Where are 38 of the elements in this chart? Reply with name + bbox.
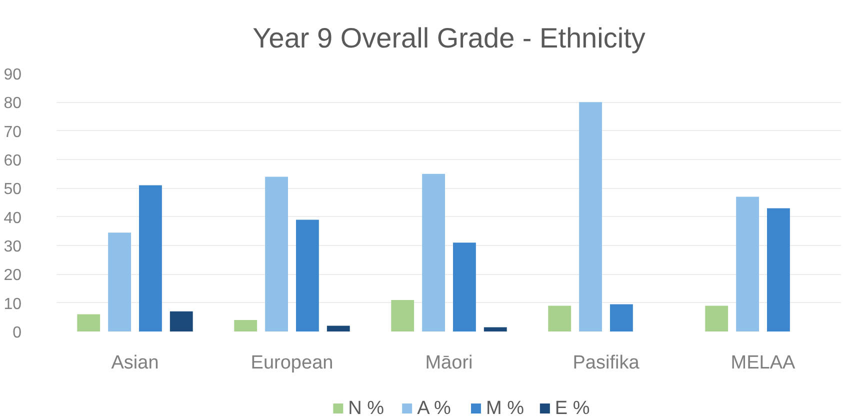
legend-label: M %: [486, 398, 524, 419]
bar: [736, 196, 759, 332]
bar: [139, 185, 162, 332]
y-tick-label: 30: [4, 238, 22, 256]
x-tick-label: European: [250, 352, 334, 374]
bar: [548, 306, 572, 332]
bar: [391, 300, 414, 332]
y-tick-label: 90: [4, 66, 22, 84]
legend-label: A %: [417, 398, 451, 419]
y-tick-label: 60: [4, 152, 22, 170]
y-tick-label: 70: [4, 124, 22, 141]
bar: [170, 311, 193, 332]
bar: [77, 314, 100, 332]
bar: [422, 174, 445, 332]
bar: [108, 232, 131, 332]
x-tick-label: Māori: [425, 352, 473, 374]
bar: [767, 208, 790, 332]
y-tick-label: 50: [4, 181, 22, 198]
x-tick-label: MELAA: [730, 352, 796, 374]
bar: [296, 220, 319, 332]
y-tick-label: 20: [4, 267, 22, 284]
bar: [234, 320, 258, 332]
y-tick-label: 0: [12, 324, 22, 342]
x-tick-label: Asian: [111, 352, 159, 374]
x-tick-label: Pasifika: [572, 352, 640, 374]
legend-label: E %: [554, 398, 590, 419]
y-tick-label: 80: [4, 95, 22, 112]
bar: [610, 304, 633, 332]
bar: [484, 327, 507, 332]
y-tick-label: 10: [4, 296, 22, 313]
chart-title: Year 9 Overall Grade - Ethnicity: [252, 22, 646, 54]
bar: [579, 102, 602, 332]
bar: [326, 326, 350, 332]
bar: [453, 242, 476, 332]
y-tick-label: 40: [4, 210, 22, 227]
bar: [705, 306, 728, 332]
legend-label: N %: [348, 398, 384, 419]
bar: [265, 176, 288, 332]
